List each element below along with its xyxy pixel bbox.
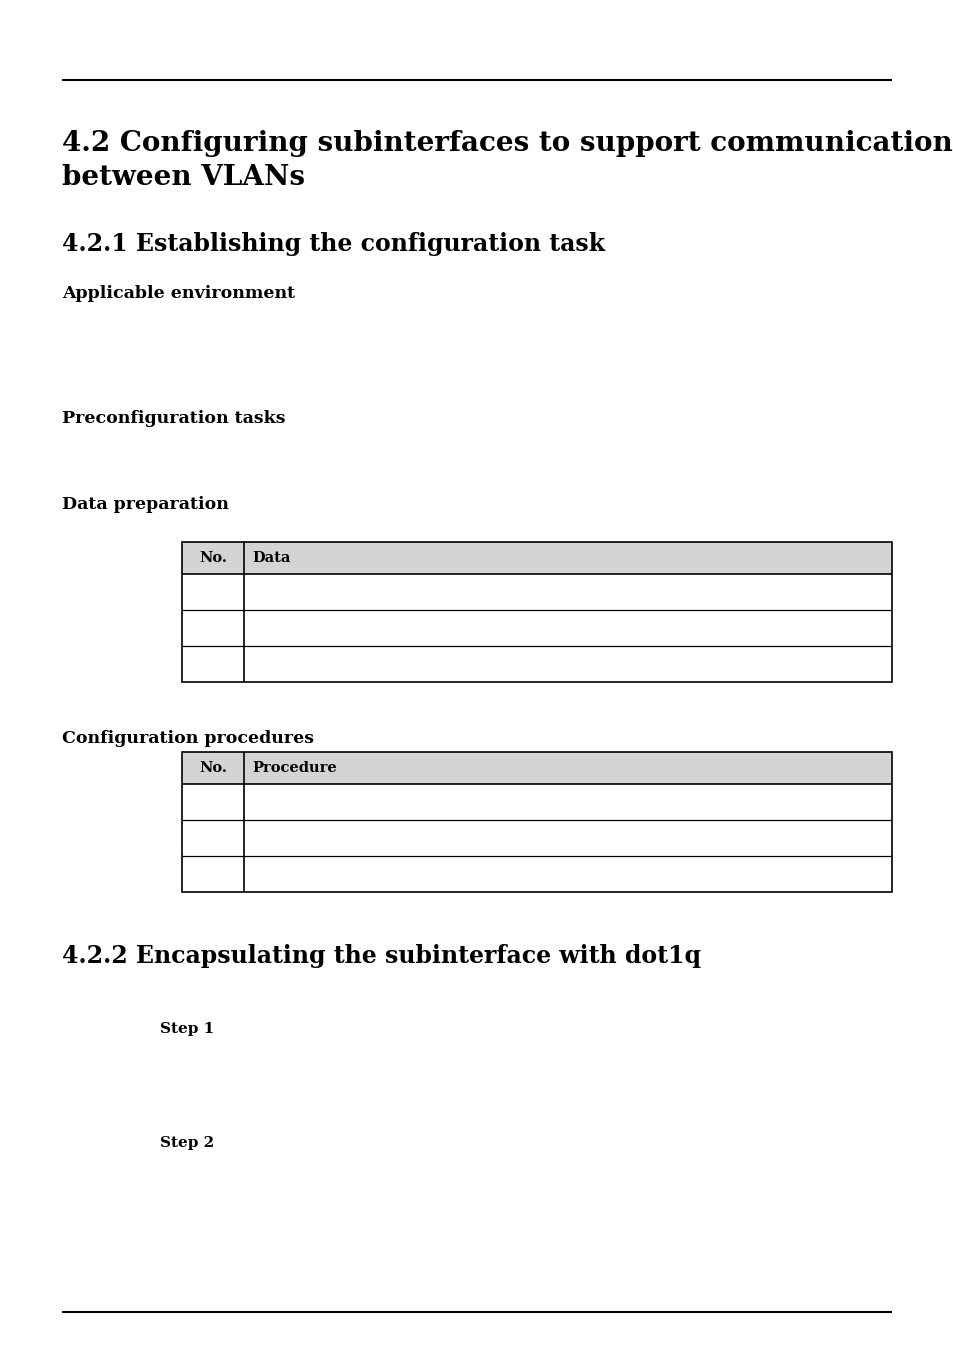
Bar (182, 541, 891, 574)
Text: No.: No. (199, 761, 227, 775)
Text: Procedure: Procedure (252, 761, 336, 775)
Text: Data preparation: Data preparation (62, 495, 229, 513)
Text: Applicable environment: Applicable environment (62, 285, 294, 302)
Bar (182, 752, 891, 784)
Bar (182, 752, 891, 892)
Bar (182, 541, 891, 682)
Text: 4.2.2 Encapsulating the subinterface with dot1q: 4.2.2 Encapsulating the subinterface wit… (62, 944, 700, 968)
Text: Preconfiguration tasks: Preconfiguration tasks (62, 410, 285, 427)
Text: 4.2.1 Establishing the configuration task: 4.2.1 Establishing the configuration tas… (62, 232, 604, 256)
Text: 4.2 Configuring subinterfaces to support communication
between VLANs: 4.2 Configuring subinterfaces to support… (62, 130, 952, 192)
Text: Data: Data (252, 551, 290, 566)
Text: Step 2: Step 2 (160, 1135, 213, 1150)
Text: Configuration procedures: Configuration procedures (62, 730, 314, 747)
Text: Step 1: Step 1 (160, 1022, 214, 1035)
Text: No.: No. (199, 551, 227, 566)
